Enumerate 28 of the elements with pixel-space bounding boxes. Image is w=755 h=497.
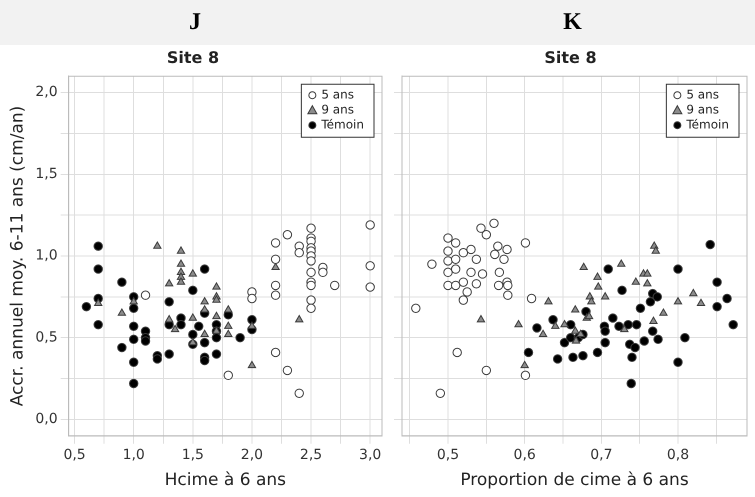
x-tick-label: 1,0: [122, 446, 145, 463]
x-axis-title: Proportion de cime à 6 ans: [460, 470, 689, 490]
y-tick-label: 1,5: [35, 166, 58, 182]
y-axis-title: Accr. annuel moy. 6-11 ans (cm/an): [8, 106, 28, 406]
legend-label: 5 ans: [686, 87, 720, 102]
x-tick-label: 2,5: [300, 446, 322, 463]
legend-label: 9 ans: [321, 102, 354, 116]
x-tick-label: 2,0: [240, 446, 264, 463]
y-tick-label: 0,0: [35, 411, 58, 428]
legend-label: Témoin: [685, 117, 730, 132]
y-tick-label: 2,0: [35, 84, 58, 100]
x-tick-label: 0,5: [63, 446, 86, 463]
x-tick-label: 0,5: [436, 446, 460, 463]
x-tick-label: 3,0: [359, 446, 382, 463]
chart-title: K: [390, 0, 755, 45]
legend-label: Témoin: [320, 117, 364, 132]
chart-subtitle: Site 8: [166, 48, 220, 67]
x-tick-label: 1,5: [182, 446, 204, 463]
chart-subtitle: Site 8: [544, 48, 597, 67]
legend-label: 5 ans: [321, 87, 354, 102]
legend-label: 9 ans: [686, 102, 720, 116]
x-tick-label: 0,8: [666, 446, 690, 463]
x-tick-label: 0,7: [590, 446, 612, 463]
y-tick-label: 0,5: [35, 329, 58, 346]
chart-title: J: [0, 0, 390, 45]
y-tick-label: 1,0: [35, 248, 58, 264]
x-tick-label: 0,6: [514, 446, 536, 463]
x-axis-title: Hcime à 6 ans: [164, 470, 286, 490]
